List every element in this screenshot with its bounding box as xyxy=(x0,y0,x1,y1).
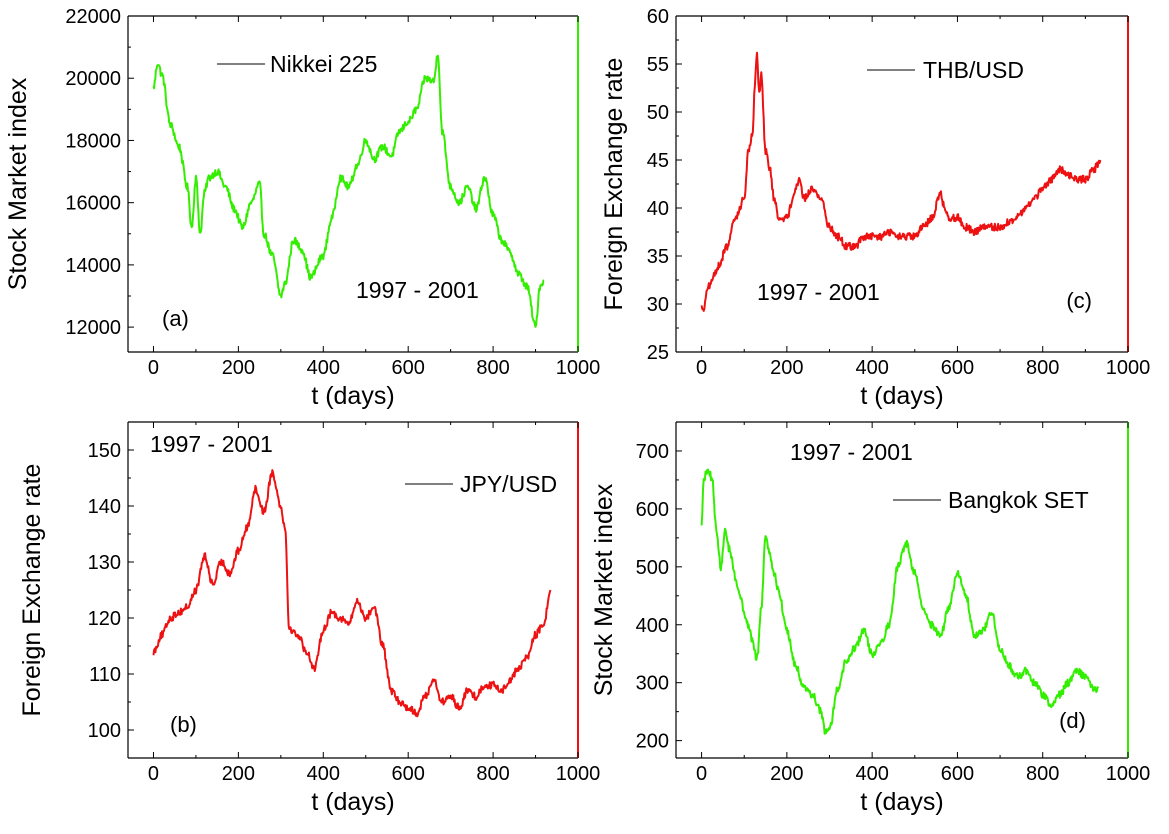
y-tick-label: 14000 xyxy=(65,255,121,277)
x-axis-label: t (days) xyxy=(311,788,394,816)
y-tick-label: 120 xyxy=(88,608,121,630)
x-tick-label: 800 xyxy=(476,357,509,379)
x-tick-label: 1000 xyxy=(1106,357,1151,379)
x-tick-label: 1000 xyxy=(556,763,601,785)
x-tick-label: 200 xyxy=(222,357,255,379)
y-tick-label: 40 xyxy=(647,198,669,220)
period-annotation: 1997 - 2001 xyxy=(150,431,273,457)
x-tick-label: 200 xyxy=(222,763,255,785)
legend-label: JPY/USD xyxy=(460,471,557,497)
y-tick-label: 50 xyxy=(647,102,669,124)
y-axis-label: Foreign Exchange rate xyxy=(600,58,628,311)
series-line xyxy=(700,468,1100,735)
panel-c: 0 200 400 600 800 1000 25 30 35 40 45 50 55 60 t (days… xyxy=(600,6,1150,410)
period-annotation: 1997 - 2001 xyxy=(790,439,913,465)
panel-label: (c) xyxy=(1066,288,1092,313)
x-tick-label: 0 xyxy=(696,357,707,379)
x-tick-label: 200 xyxy=(770,357,803,379)
y-tick-label: 35 xyxy=(647,246,669,268)
panel-label: (b) xyxy=(170,712,197,737)
x-tick-label: 0 xyxy=(148,763,159,785)
y-axis-label: Stock Market index xyxy=(4,77,32,290)
period-annotation: 1997 - 2001 xyxy=(757,279,880,305)
y-tick-label: 30 xyxy=(647,294,669,316)
y-axis-label: Foreign Exchange rate xyxy=(18,464,46,717)
x-tick-label: 600 xyxy=(941,763,974,785)
x-axis-label: t (days) xyxy=(860,382,943,410)
y-tick-label: 22000 xyxy=(65,6,121,28)
panel-label: (d) xyxy=(1059,708,1086,733)
y-tick-label: 150 xyxy=(88,440,121,462)
y-tick-label: 400 xyxy=(636,615,669,637)
y-tick-label: 25 xyxy=(647,342,669,364)
x-tick-label: 600 xyxy=(392,763,425,785)
series-line xyxy=(152,469,552,718)
x-tick-label: 200 xyxy=(770,763,803,785)
y-tick-label: 45 xyxy=(647,150,669,172)
panel-b: 0 200 400 600 800 1000 100 110 120 130 140 150 t (da… xyxy=(18,421,601,816)
x-tick-label: 800 xyxy=(476,763,509,785)
panel-d: 0 200 400 600 800 1000 200 300 400 500 600 700 t (da… xyxy=(590,421,1151,816)
x-tick-label: 1000 xyxy=(556,357,601,379)
y-tick-label: 16000 xyxy=(65,193,121,215)
y-tick-label: 140 xyxy=(88,496,121,518)
x-tick-label: 1000 xyxy=(1106,763,1151,785)
y-tick-label: 20000 xyxy=(65,68,121,90)
legend-label: Bangkok SET xyxy=(948,487,1089,513)
x-tick-label: 0 xyxy=(148,357,159,379)
y-tick-label: 60 xyxy=(647,6,669,28)
y-tick-label: 110 xyxy=(89,664,121,686)
x-tick-label: 400 xyxy=(855,357,888,379)
x-tick-label: 400 xyxy=(855,763,888,785)
y-tick-label: 130 xyxy=(88,552,121,574)
y-tick-label: 200 xyxy=(636,731,669,753)
x-tick-label: 800 xyxy=(1026,763,1059,785)
y-tick-label: 300 xyxy=(636,673,669,695)
x-axis-label: t (days) xyxy=(860,788,943,816)
x-tick-label: 600 xyxy=(392,357,425,379)
x-tick-label: 400 xyxy=(307,357,340,379)
x-tick-label: 0 xyxy=(696,763,707,785)
y-tick-label: 55 xyxy=(647,54,669,76)
y-tick-label: 18000 xyxy=(65,130,121,152)
panel-a: 0 200 400 600 800 1000 12000 14000 16000 18000 200… xyxy=(4,6,600,410)
y-axis-label: Stock Market index xyxy=(590,483,618,696)
legend-label: THB/USD xyxy=(923,57,1024,83)
y-tick-label: 700 xyxy=(636,441,669,463)
y-tick-label: 100 xyxy=(88,720,121,742)
panel-label: (a) xyxy=(162,306,189,331)
legend-label: Nikkei 225 xyxy=(270,51,377,77)
y-tick-label: 12000 xyxy=(65,317,121,339)
x-tick-label: 800 xyxy=(1026,357,1059,379)
x-tick-label: 400 xyxy=(307,763,340,785)
x-tick-label: 600 xyxy=(941,357,974,379)
x-axis-label: t (days) xyxy=(311,382,394,410)
y-tick-label: 600 xyxy=(636,499,669,521)
series-line xyxy=(700,51,1102,312)
period-annotation: 1997 - 2001 xyxy=(356,277,479,303)
y-tick-label: 500 xyxy=(636,557,669,579)
series-line xyxy=(152,54,545,328)
